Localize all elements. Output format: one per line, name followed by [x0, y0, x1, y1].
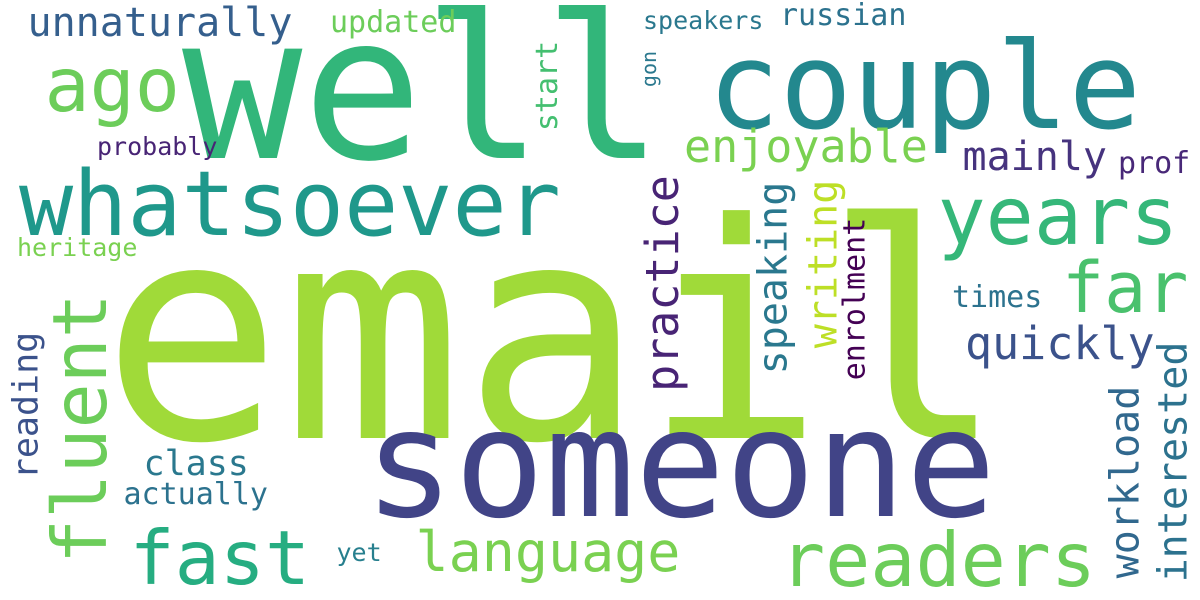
word-speakers: speakers	[643, 5, 764, 35]
word-far: far	[1062, 247, 1189, 329]
word-speaking: speaking	[749, 181, 796, 375]
word-practice: practice	[635, 174, 689, 392]
word-workload: workload	[1101, 385, 1148, 579]
word-start: start	[530, 40, 566, 132]
word-whatsoever: whatsoever	[19, 152, 561, 257]
word-updated: updated	[330, 5, 457, 40]
word-actually: actually	[123, 477, 269, 512]
word-probably: probably	[97, 131, 218, 161]
word-ago: ago	[44, 40, 180, 129]
word-enjoyable: enjoyable	[684, 119, 928, 173]
word-prof: prof	[1118, 146, 1191, 181]
word-enrolment: enrolment	[836, 217, 872, 381]
word-fluent: fluent	[35, 292, 124, 564]
word-times: times	[952, 280, 1043, 315]
word-interested: interested	[1149, 341, 1196, 583]
word-gon: gon	[637, 50, 662, 88]
word-reading: reading	[6, 331, 47, 479]
word-unnaturally: unnaturally	[27, 0, 293, 46]
word-email: email	[101, 160, 1005, 509]
word-russian: russian	[780, 0, 907, 33]
word-language: language	[415, 519, 681, 584]
word-class: class	[143, 443, 249, 484]
word-heritage: heritage	[17, 232, 138, 262]
word-someone: someone	[364, 378, 997, 552]
word-mainly: mainly	[962, 134, 1108, 180]
word-well: well	[182, 0, 664, 206]
word-years: years	[937, 170, 1179, 263]
word-couple: couple	[707, 18, 1141, 157]
word-readers: readers	[780, 515, 1097, 600]
word-quickly: quickly	[965, 316, 1155, 370]
word-fast: fast	[129, 513, 311, 600]
word-yet: yet	[336, 537, 382, 567]
